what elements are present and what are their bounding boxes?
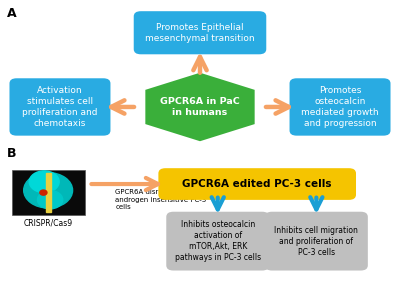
FancyBboxPatch shape bbox=[12, 171, 85, 215]
Circle shape bbox=[29, 171, 59, 193]
Polygon shape bbox=[145, 73, 255, 141]
Circle shape bbox=[24, 173, 72, 208]
Bar bbox=[46, 173, 50, 212]
Text: Promotes
osteocalcin
mediated growth
and progression: Promotes osteocalcin mediated growth and… bbox=[301, 86, 379, 128]
Circle shape bbox=[40, 190, 47, 195]
FancyBboxPatch shape bbox=[166, 212, 269, 271]
FancyBboxPatch shape bbox=[265, 212, 368, 271]
Text: GPCR6A disrupted
androgen insensitive PC-3
cells: GPCR6A disrupted androgen insensitive PC… bbox=[115, 189, 206, 210]
FancyBboxPatch shape bbox=[158, 168, 356, 200]
FancyBboxPatch shape bbox=[290, 78, 390, 136]
Text: Promotes Epithelial
mesenchymal transition: Promotes Epithelial mesenchymal transiti… bbox=[145, 23, 255, 43]
FancyBboxPatch shape bbox=[134, 11, 266, 54]
Text: B: B bbox=[7, 147, 16, 160]
Text: GPCR6A in PaC
in humans: GPCR6A in PaC in humans bbox=[160, 97, 240, 117]
FancyBboxPatch shape bbox=[10, 78, 110, 136]
Text: Inhibits cell migration
and proliferation of
PC-3 cells: Inhibits cell migration and proliferatio… bbox=[274, 226, 358, 257]
Text: GPCR6A edited PC-3 cells: GPCR6A edited PC-3 cells bbox=[182, 179, 332, 189]
Text: Activation
stimulates cell
proliferation and
chemotaxis: Activation stimulates cell proliferation… bbox=[22, 86, 98, 128]
Text: Inhibits osteocalcin
activation of
mTOR,Akt, ERK
pathways in PC-3 cells: Inhibits osteocalcin activation of mTOR,… bbox=[175, 220, 261, 262]
Text: CRISPR/Cas9: CRISPR/Cas9 bbox=[24, 218, 73, 227]
Text: A: A bbox=[7, 7, 16, 20]
Circle shape bbox=[38, 191, 63, 209]
